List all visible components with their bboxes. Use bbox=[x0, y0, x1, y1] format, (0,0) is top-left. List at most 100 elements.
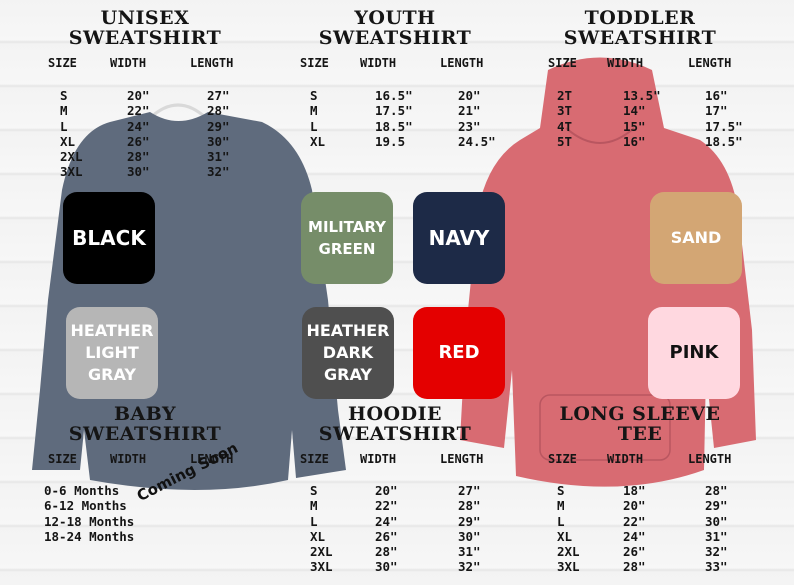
length-column: 28" 29" 30" 31" 32" 33" bbox=[705, 483, 728, 575]
length-column: 16" 17" 17.5" 18.5" bbox=[705, 88, 743, 149]
table-cell: 31" bbox=[207, 149, 230, 165]
table-cell: M bbox=[60, 103, 68, 119]
table-cell: 32" bbox=[458, 559, 481, 575]
table-cell: 3T bbox=[557, 103, 573, 119]
table-cell: 29" bbox=[207, 118, 230, 134]
table-cell: 2XL bbox=[557, 544, 580, 560]
size-header: SIZE bbox=[548, 56, 577, 70]
swatch-label: HEATHER DARK GRAY bbox=[306, 321, 390, 384]
width-header: WIDTH bbox=[360, 452, 397, 466]
swatch-black[interactable]: BLACK bbox=[63, 192, 155, 284]
table-cell: 20" bbox=[458, 88, 481, 103]
table-cell: 28" bbox=[375, 544, 398, 560]
table-cell: 28" bbox=[207, 103, 230, 119]
table-cell: 24.5" bbox=[458, 133, 496, 149]
table-cell: 24" bbox=[375, 513, 398, 529]
table-cell: 18.5" bbox=[375, 118, 413, 134]
swatch-label: MILITARY GREEN bbox=[308, 218, 386, 258]
swatch-heather-light-gray[interactable]: HEATHER LIGHT GRAY bbox=[66, 307, 158, 399]
section-title: LONG SLEEVE TEE bbox=[559, 403, 721, 445]
swatch-military-green[interactable]: MILITARY GREEN bbox=[301, 192, 393, 284]
table-cell: 18" bbox=[623, 483, 646, 498]
table-cell: 28" bbox=[705, 483, 728, 498]
table-cell: 22" bbox=[375, 498, 398, 514]
long-sleeve-tee-chart: LONG SLEEVE TEE SIZE WIDTH LENGTH S M L XL 2… bbox=[525, 404, 755, 579]
toddler-sweatshirt-chart: TODDLER SWEATSHIRT SIZE WIDTH LENGTH 2T 3… bbox=[525, 8, 755, 158]
table-cell: 16" bbox=[705, 88, 728, 103]
width-column: 16.5" 17.5" 18.5" 19.5 bbox=[375, 88, 413, 149]
size-column: S M L XL bbox=[310, 88, 325, 149]
table-cell: 30" bbox=[705, 513, 728, 529]
table-cell: 27" bbox=[207, 88, 230, 103]
swatch-red[interactable]: RED bbox=[413, 307, 505, 399]
table-cell: 4T bbox=[557, 118, 573, 134]
width-column: 20" 22" 24" 26" 28" 30" bbox=[375, 483, 398, 575]
swatch-label: SAND bbox=[670, 228, 722, 247]
swatch-label: HEATHER LIGHT GRAY bbox=[70, 321, 154, 384]
table-cell: 29" bbox=[458, 513, 481, 529]
table-cell: L bbox=[310, 513, 318, 529]
swatch-sand[interactable]: SAND bbox=[650, 192, 742, 284]
length-header: LENGTH bbox=[440, 452, 484, 466]
hanger-icon bbox=[148, 103, 208, 120]
table-cell: 2XL bbox=[60, 149, 83, 165]
table-cell: 17" bbox=[705, 103, 728, 119]
table-cell: 16.5" bbox=[375, 88, 413, 103]
table-cell: 23" bbox=[458, 118, 481, 134]
swatch-navy[interactable]: NAVY bbox=[413, 192, 505, 284]
table-cell: 5T bbox=[557, 133, 573, 149]
swatch-label: PINK bbox=[669, 342, 719, 363]
table-cell: 14" bbox=[623, 103, 646, 119]
table-cell: 20" bbox=[375, 483, 398, 498]
table-cell: 32" bbox=[207, 164, 230, 180]
length-column: 20" 21" 23" 24.5" bbox=[458, 88, 496, 149]
table-cell: 30" bbox=[458, 528, 481, 544]
table-cell: 31" bbox=[705, 528, 728, 544]
section-title: TODDLER SWEATSHIRT bbox=[563, 7, 717, 49]
table-cell: 28" bbox=[623, 559, 646, 575]
table-cell: 2T bbox=[557, 88, 573, 103]
size-column: S M L XL 2XL 3XL bbox=[60, 88, 83, 180]
section-title: BABY SWEATSHIRT bbox=[68, 403, 222, 445]
width-header: WIDTH bbox=[607, 452, 644, 466]
length-header: LENGTH bbox=[440, 56, 484, 70]
table-cell: 3XL bbox=[557, 559, 580, 575]
table-cell: S bbox=[310, 483, 318, 498]
table-cell: 21" bbox=[458, 103, 481, 119]
table-cell: 20" bbox=[623, 498, 646, 514]
table-cell: 33" bbox=[705, 559, 728, 575]
table-cell: 17.5" bbox=[705, 118, 743, 134]
table-cell: 16" bbox=[623, 133, 646, 149]
width-column: 18" 20" 22" 24" 26" 28" bbox=[623, 483, 646, 575]
table-cell: 3XL bbox=[310, 559, 333, 575]
swatch-label: RED bbox=[438, 342, 480, 363]
length-header: LENGTH bbox=[190, 452, 234, 466]
length-column: 27" 28" 29" 30" 31" 32" bbox=[458, 483, 481, 575]
width-header: WIDTH bbox=[607, 56, 644, 70]
table-cell: S bbox=[557, 483, 565, 498]
length-column: 27" 28" 29" 30" 31" 32" bbox=[207, 88, 230, 180]
swatch-heather-dark-gray[interactable]: HEATHER DARK GRAY bbox=[302, 307, 394, 399]
table-cell: 24" bbox=[127, 118, 150, 134]
table-cell: 0-6 Months bbox=[44, 483, 120, 498]
table-cell: 19.5 bbox=[375, 133, 406, 149]
table-cell: S bbox=[60, 88, 68, 103]
swatch-pink[interactable]: PINK bbox=[648, 307, 740, 399]
table-cell: L bbox=[310, 118, 318, 134]
table-cell: 12-18 Months bbox=[44, 513, 135, 529]
table-cell: M bbox=[557, 498, 565, 514]
table-cell: 2XL bbox=[310, 544, 333, 560]
table-cell: 6-12 Months bbox=[44, 498, 127, 514]
table-cell: S bbox=[310, 88, 318, 103]
size-header: SIZE bbox=[548, 452, 577, 466]
width-header: WIDTH bbox=[360, 56, 397, 70]
size-header: SIZE bbox=[300, 452, 329, 466]
length-header: LENGTH bbox=[688, 452, 732, 466]
table-cell: XL bbox=[310, 133, 326, 149]
baby-sweatshirt-chart: BABY SWEATSHIRT SIZE WIDTH LENGTH 0-6 Mo… bbox=[30, 404, 260, 554]
section-title: UNISEX SWEATSHIRT bbox=[68, 7, 222, 49]
table-cell: XL bbox=[310, 528, 326, 544]
width-column: 13.5" 14" 15" 16" bbox=[623, 88, 661, 149]
table-cell: 30" bbox=[375, 559, 398, 575]
